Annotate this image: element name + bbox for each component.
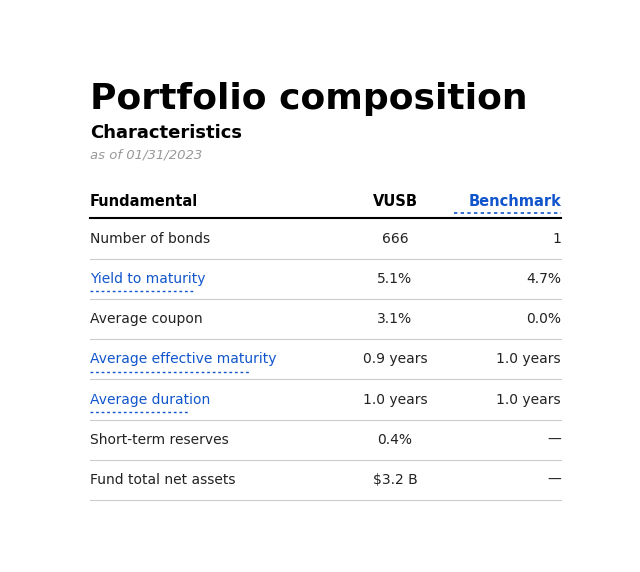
Text: 1.0 years: 1.0 years <box>497 352 561 366</box>
Text: Number of bonds: Number of bonds <box>90 232 210 245</box>
Text: 0.9 years: 0.9 years <box>363 352 428 366</box>
Text: 5.1%: 5.1% <box>378 272 413 286</box>
Text: Characteristics: Characteristics <box>90 124 242 142</box>
Text: Average coupon: Average coupon <box>90 312 202 326</box>
Text: 4.7%: 4.7% <box>526 272 561 286</box>
Text: Average duration: Average duration <box>90 392 210 407</box>
Text: 3.1%: 3.1% <box>378 312 413 326</box>
Text: $3.2 B: $3.2 B <box>372 473 417 487</box>
Text: VUSB: VUSB <box>372 194 417 209</box>
Text: 666: 666 <box>381 232 408 245</box>
Text: 1.0 years: 1.0 years <box>497 392 561 407</box>
Text: Average effective maturity: Average effective maturity <box>90 352 276 366</box>
Text: 1: 1 <box>552 232 561 245</box>
Text: —: — <box>547 433 561 447</box>
Text: Yield to maturity: Yield to maturity <box>90 272 205 286</box>
Text: 0.0%: 0.0% <box>526 312 561 326</box>
Text: Short-term reserves: Short-term reserves <box>90 433 228 447</box>
Text: as of 01/31/2023: as of 01/31/2023 <box>90 149 202 162</box>
Text: Portfolio composition: Portfolio composition <box>90 82 527 116</box>
Text: 0.4%: 0.4% <box>378 433 412 447</box>
Text: 1.0 years: 1.0 years <box>363 392 428 407</box>
Text: Benchmark: Benchmark <box>468 194 561 209</box>
Text: Fundamental: Fundamental <box>90 194 198 209</box>
Text: Fund total net assets: Fund total net assets <box>90 473 236 487</box>
Text: —: — <box>547 473 561 487</box>
